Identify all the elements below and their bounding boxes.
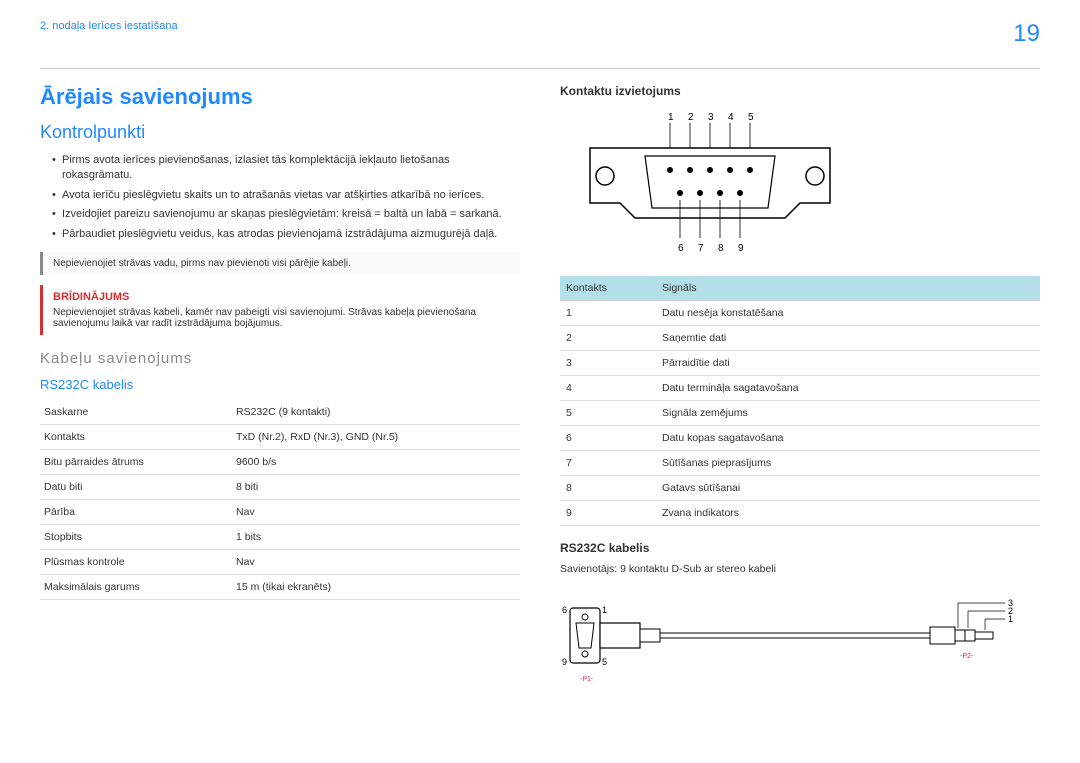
pin-label: 6 xyxy=(678,243,684,254)
table-cell: 7 xyxy=(560,451,656,476)
table-cell: Gatavs sūtīšanai xyxy=(656,476,1040,501)
table-row: 2Saņemtie dati xyxy=(560,326,1040,351)
pins-heading: Kontaktu izvietojums xyxy=(560,84,1040,98)
table-cell: Sūtīšanas pieprasījums xyxy=(656,451,1040,476)
warning-box: BRĪDINĀJUMS Nepievienojiet strāvas kabel… xyxy=(40,285,520,335)
svg-text:-P2-: -P2- xyxy=(960,653,974,660)
page-number: 19 xyxy=(1013,20,1040,48)
pin-label: 1 xyxy=(668,112,674,123)
table-cell: Pārraidītie dati xyxy=(656,351,1040,376)
table-row: Plūsmas kontroleNav xyxy=(40,549,520,574)
main-heading: Ārējais savienojums xyxy=(40,84,520,110)
bullet-item: Izveidojiet pareizu savienojumu ar skaņa… xyxy=(52,207,520,222)
table-cell: Saņemtie dati xyxy=(656,326,1040,351)
table-row: Stopbits1 bits xyxy=(40,524,520,549)
table-cell: 9 xyxy=(560,501,656,526)
table-cell: Datu biti xyxy=(40,474,232,499)
table-cell: 4 xyxy=(560,376,656,401)
pin-label: 7 xyxy=(698,243,704,254)
connector-diagram: 1 2 3 4 5 xyxy=(560,108,1040,261)
table-cell: Datu termināļa sagatavošana xyxy=(656,376,1040,401)
table-cell: Bitu pārraides ātrums xyxy=(40,449,232,474)
pin-label: 8 xyxy=(718,243,724,254)
table-row: 5Signāla zemējums xyxy=(560,401,1040,426)
warning-title: BRĪDINĀJUMS xyxy=(53,291,510,303)
cable-heading: RS232C kabelis xyxy=(40,377,520,392)
table-row: 7Sūtīšanas pieprasījums xyxy=(560,451,1040,476)
table-cell: Maksimālais garums xyxy=(40,574,232,599)
bullet-item: Pirms avota ierīces pievienošanas, izlas… xyxy=(52,153,520,184)
table-cell: RS232C (9 kontakti) xyxy=(232,400,520,425)
breadcrumb: 2. nodaļa Ierīces iestatīšana xyxy=(40,20,178,32)
warning-text: Nepievienojiet strāvas kabeli, kamēr nav… xyxy=(53,307,510,329)
table-cell: Signāla zemējums xyxy=(656,401,1040,426)
svg-text:1: 1 xyxy=(602,605,607,615)
cable2-heading: RS232C kabelis xyxy=(560,541,1040,555)
table-row: 3Pārraidītie dati xyxy=(560,351,1040,376)
table-row: KontaktsTxD (Nr.2), RxD (Nr.3), GND (Nr.… xyxy=(40,424,520,449)
table-cell: Pārība xyxy=(40,499,232,524)
table-row: 9Zvana indikators xyxy=(560,501,1040,526)
pin-label: 3 xyxy=(708,112,714,123)
table-row: Datu biti8 biti xyxy=(40,474,520,499)
svg-text:6: 6 xyxy=(562,605,567,615)
info-box: Nepievienojiet strāvas vadu, pirms nav p… xyxy=(40,252,520,275)
table-cell: 9600 b/s xyxy=(232,449,520,474)
table-cell: Nav xyxy=(232,499,520,524)
pin-th: Signāls xyxy=(656,276,1040,301)
table-row: Bitu pārraides ātrums9600 b/s xyxy=(40,449,520,474)
table-row: Maksimālais garums15 m (tikai ekranēts) xyxy=(40,574,520,599)
table-cell: Zvana indikators xyxy=(656,501,1040,526)
table-row: SaskarneRS232C (9 kontakti) xyxy=(40,400,520,425)
pin-label: 9 xyxy=(738,243,744,254)
table-cell: Nav xyxy=(232,549,520,574)
svg-text:9: 9 xyxy=(562,657,567,667)
table-cell: Saskarne xyxy=(40,400,232,425)
table-row: 8Gatavs sūtīšanai xyxy=(560,476,1040,501)
pin-label: 2 xyxy=(688,112,694,123)
svg-text:-P1-: -P1- xyxy=(580,676,594,683)
table-cell: Plūsmas kontrole xyxy=(40,549,232,574)
bullet-item: Pārbaudiet pieslēgvietu veidus, kas atro… xyxy=(52,227,520,242)
table-cell: 1 xyxy=(560,301,656,326)
table-cell: 15 m (tikai ekranēts) xyxy=(232,574,520,599)
control-heading: Kontrolpunkti xyxy=(40,122,520,143)
table-cell: 8 biti xyxy=(232,474,520,499)
table-row: PārībaNav xyxy=(40,499,520,524)
table-row: 4Datu termināļa sagatavošana xyxy=(560,376,1040,401)
table-row: 1Datu nesēja konstatēšana xyxy=(560,301,1040,326)
spec-table: SaskarneRS232C (9 kontakti)KontaktsTxD (… xyxy=(40,400,520,600)
table-cell: TxD (Nr.2), RxD (Nr.3), GND (Nr.5) xyxy=(232,424,520,449)
table-row: 6Datu kopas sagatavošana xyxy=(560,426,1040,451)
table-cell: Kontakts xyxy=(40,424,232,449)
section-mid-title: Kabeļu savienojums xyxy=(40,350,520,367)
left-column: Ārējais savienojums Kontrolpunkti Pirms … xyxy=(40,84,520,696)
svg-text:5: 5 xyxy=(602,657,607,667)
pin-table: Kontakts Signāls 1Datu nesēja konstatēša… xyxy=(560,276,1040,526)
table-cell: 3 xyxy=(560,351,656,376)
table-cell: 5 xyxy=(560,401,656,426)
pin-th: Kontakts xyxy=(560,276,656,301)
bullet-item: Avota ierīču pieslēgvietu skaits un to a… xyxy=(52,188,520,203)
table-cell: 6 xyxy=(560,426,656,451)
cable-note: Savienotājs: 9 kontaktu D-Sub ar stereo … xyxy=(560,563,1040,575)
table-cell: Datu kopas sagatavošana xyxy=(656,426,1040,451)
right-column: Kontaktu izvietojums 1 2 3 4 5 xyxy=(560,84,1040,696)
table-cell: Datu nesēja konstatēšana xyxy=(656,301,1040,326)
bullet-list: Pirms avota ierīces pievienošanas, izlas… xyxy=(40,153,520,242)
svg-text:1: 1 xyxy=(1008,614,1013,624)
table-cell: 1 bits xyxy=(232,524,520,549)
cable-diagram: 61 95 -P1- 321 -P2- xyxy=(560,583,1040,696)
table-cell: Stopbits xyxy=(40,524,232,549)
pin-label: 5 xyxy=(748,112,754,123)
table-cell: 8 xyxy=(560,476,656,501)
table-cell: 2 xyxy=(560,326,656,351)
pin-label: 4 xyxy=(728,112,734,123)
